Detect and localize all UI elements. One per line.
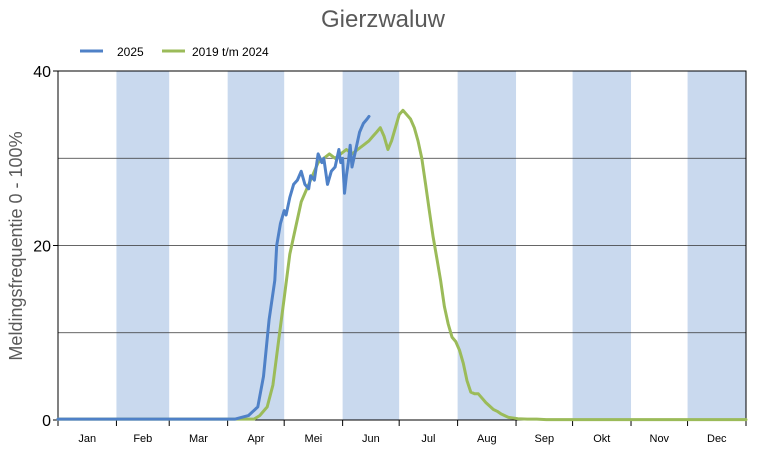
- x-tick-label-mei: Mei: [305, 433, 323, 445]
- chart-title: Gierzwaluw: [321, 6, 446, 33]
- legend: 2025 2019 t/m 2024: [80, 45, 269, 59]
- plot-area: 0 20 40 Jan Feb Mar Apr Mei Jun Jul Aug Sep Okt Nov De…: [33, 64, 748, 445]
- series-line-2025: [56, 114, 371, 421]
- x-tick-label-dec: Dec: [707, 433, 727, 445]
- y-axis-label: Meldingsfrequentie 0 - 100%: [6, 131, 26, 360]
- x-tick-label-aug: Aug: [477, 433, 497, 445]
- x-tick-label-jul: Jul: [421, 433, 435, 445]
- y-tick-label-0: 0: [42, 413, 51, 430]
- x-tick-label-nov: Nov: [650, 433, 670, 445]
- x-tick-label-jan: Jan: [78, 433, 96, 445]
- legend-label-2025: 2025: [117, 45, 144, 59]
- x-tick-label-mar: Mar: [189, 433, 208, 445]
- x-tick-label-jun: Jun: [362, 433, 380, 445]
- y-tick-label-40: 40: [33, 64, 51, 81]
- x-tick-label-okt: Okt: [593, 433, 610, 445]
- x-tick-label-feb: Feb: [133, 433, 152, 445]
- y-tick-label-20: 20: [33, 239, 51, 256]
- legend-label-2019-2024: 2019 t/m 2024: [192, 45, 269, 59]
- x-tick-label-sep: Sep: [535, 433, 555, 445]
- x-tick-label-apr: Apr: [247, 433, 264, 445]
